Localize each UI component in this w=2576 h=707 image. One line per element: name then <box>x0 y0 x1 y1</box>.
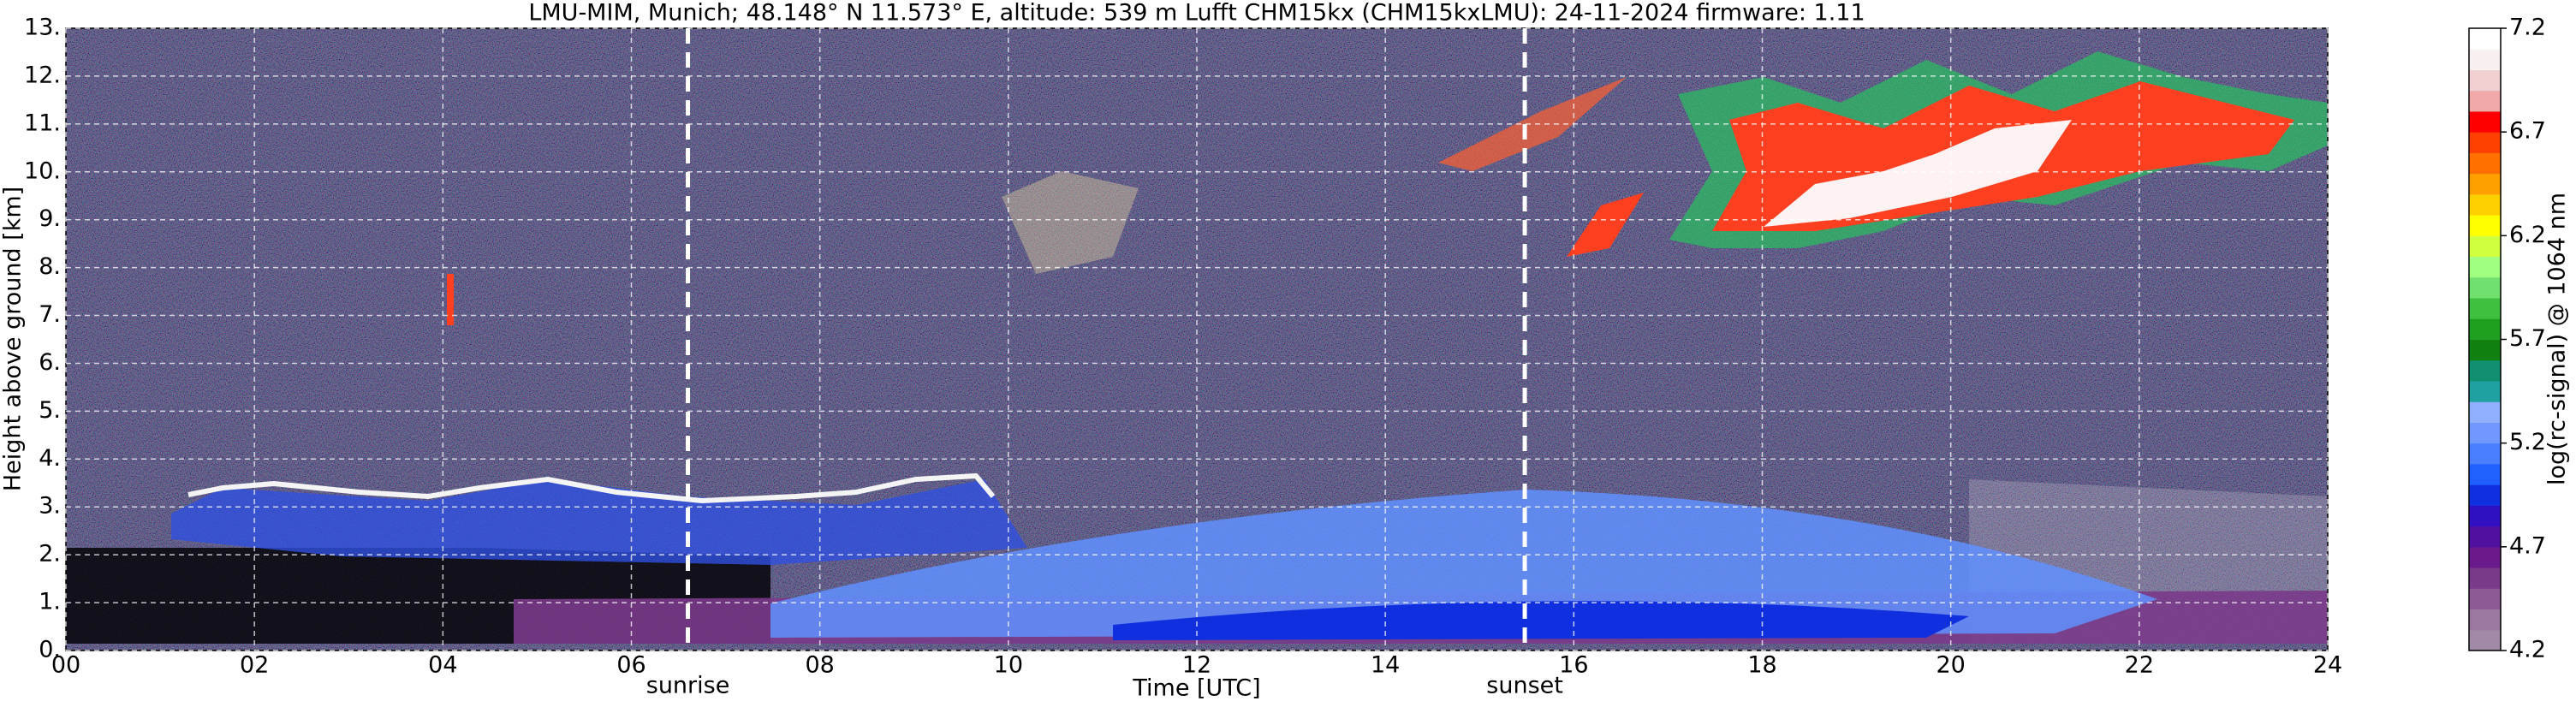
colorbar-band <box>2469 380 2501 402</box>
colorbar-band <box>2469 256 2501 278</box>
x-tick-label: 02 <box>240 652 269 679</box>
y-tick-label: 2. <box>39 541 61 567</box>
x-tick-label: 16 <box>1559 652 1588 679</box>
colorbar-band <box>2469 359 2501 382</box>
x-tick-label: 22 <box>2125 652 2154 679</box>
y-tick-label: 8. <box>39 253 61 280</box>
x-tick-label: 14 <box>1371 652 1400 679</box>
y-tick-label: 7. <box>39 301 61 328</box>
colorbar-tick-label: 6.2 <box>2509 222 2546 248</box>
colorbar-band <box>2469 443 2501 465</box>
colorbar-band <box>2469 276 2501 299</box>
x-tick-label: 00 <box>51 652 80 679</box>
y-tick-label: 13. <box>24 15 61 41</box>
colorbar-band <box>2469 215 2501 236</box>
x-tick-label: 04 <box>428 652 457 679</box>
annotation-label: sunrise <box>646 673 730 699</box>
colorbar-band <box>2469 505 2501 527</box>
y-tick-label: 4. <box>39 445 61 472</box>
y-tick-label: 9. <box>39 205 61 232</box>
colorbar-band <box>2469 422 2501 444</box>
colorbar-band <box>2469 526 2501 548</box>
x-tick-label: 08 <box>805 652 834 679</box>
colorbar-band <box>2469 235 2501 258</box>
y-tick-label: 6. <box>39 349 61 376</box>
y-tick-label: 3. <box>39 493 61 520</box>
colorbar-band <box>2469 609 2501 631</box>
colorbar-band <box>2469 90 2501 112</box>
colorbar-label: log(rc-signal) @ 1064 nm <box>2544 193 2571 485</box>
colorbar-band <box>2469 318 2501 340</box>
colorbar-tick-label: 5.2 <box>2509 429 2546 455</box>
annotation-label: sunset <box>1486 673 1563 699</box>
colorbar-band <box>2469 49 2501 70</box>
x-tick-label: 12 <box>1182 652 1211 679</box>
colorbar-tick-label: 5.7 <box>2509 325 2546 352</box>
x-tick-label: 20 <box>1936 652 1965 679</box>
x-tick-label: 06 <box>616 652 645 679</box>
colorbar-tick-label: 7.2 <box>2509 15 2546 41</box>
colorbar-band <box>2469 298 2501 319</box>
x-axis-label: Time [UTC] <box>1132 675 1260 702</box>
colorbar-band <box>2469 69 2501 92</box>
colorbar-band <box>2469 132 2501 153</box>
colorbar-band <box>2469 567 2501 589</box>
y-tick-label: 0. <box>39 637 61 663</box>
y-tick-label: 5. <box>39 397 61 424</box>
x-tick-label: 10 <box>994 652 1023 679</box>
colorbar-band <box>2469 484 2501 506</box>
colorbar-band <box>2469 401 2501 423</box>
colorbar-band <box>2469 152 2501 175</box>
y-tick-label: 10. <box>24 157 61 184</box>
chart-title: LMU-MIM, Munich; 48.148° N 11.573° E, al… <box>528 0 1865 27</box>
y-tick-label: 1. <box>39 589 61 615</box>
colorbar-band <box>2469 629 2501 651</box>
colorbar-band <box>2469 546 2501 568</box>
colorbar-tick-label: 6.7 <box>2509 118 2546 145</box>
colorbar-band <box>2469 339 2501 361</box>
colorbar-band <box>2469 193 2501 216</box>
y-tick-label: 12. <box>24 62 61 88</box>
colorbar-band <box>2469 28 2501 50</box>
colorbar-tick-label: 4.2 <box>2509 637 2546 663</box>
y-axis-label: Height above ground [km] <box>0 187 27 491</box>
x-tick-label: 24 <box>2313 652 2342 679</box>
x-tick-label: 18 <box>1747 652 1776 679</box>
colorbar-band <box>2469 463 2501 485</box>
colorbar-band <box>2469 173 2501 195</box>
colorbar-band <box>2469 588 2501 610</box>
y-tick-label: 11. <box>24 110 61 136</box>
colorbar-tick-label: 4.7 <box>2509 532 2546 559</box>
colorbar-band <box>2469 110 2501 133</box>
